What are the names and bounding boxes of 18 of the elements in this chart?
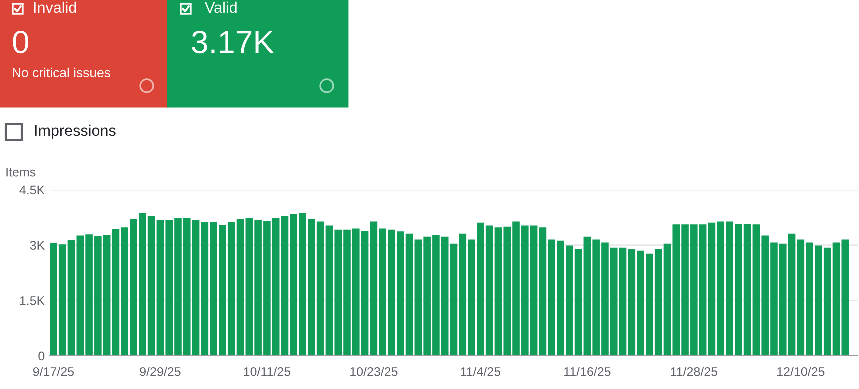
x-tick-label: 10/23/25 [350,367,398,376]
y-tick-label: 3K [30,241,45,250]
y-tick-label: 1.5K [20,296,45,306]
x-tick-label: 10/11/25 [244,367,291,376]
text: 3.17K [192,30,274,54]
text: Invalid [34,2,76,14]
y-axis-title: Items [6,168,36,177]
y-tick-label: 4.5K [20,186,45,195]
x-tick-label: 11/28/25 [671,367,718,376]
x-tick-label: 9/29/25 [140,367,181,376]
x-tick-label: 12/10/25 [778,367,825,376]
x-tick-label: 11/4/25 [461,367,501,376]
y-tick-label: 0 [38,352,45,361]
text: Impressions [35,124,116,140]
x-tick-label: 11/16/25 [564,367,611,376]
text: No critical issues [13,68,111,78]
x-tick-label: 9/17/25 [33,367,74,376]
text: Valid [205,2,237,14]
